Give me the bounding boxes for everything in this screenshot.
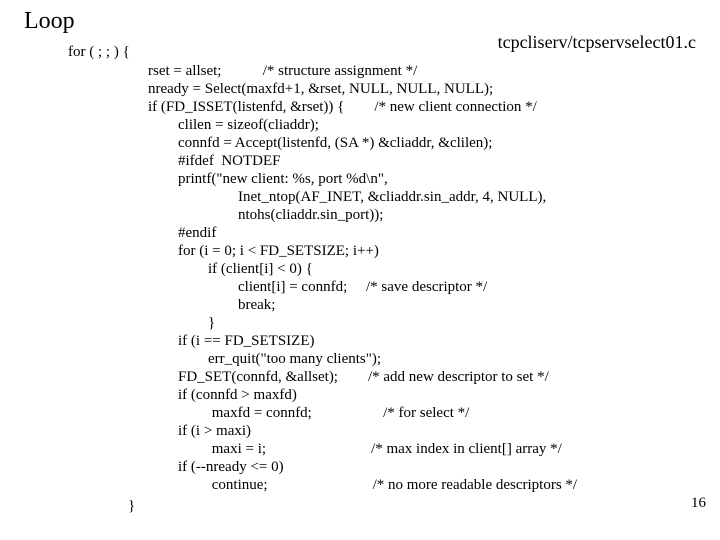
code-block: rset = allset; /* structure assignment *… — [148, 62, 577, 494]
closing-brace: } — [128, 498, 135, 515]
section-title: Loop — [24, 8, 75, 35]
page-number: 16 — [691, 495, 706, 512]
filename-label: tcpcliserv/tcpservselect01.c — [498, 32, 696, 53]
for-loop-line: for ( ; ; ) { — [68, 44, 130, 61]
